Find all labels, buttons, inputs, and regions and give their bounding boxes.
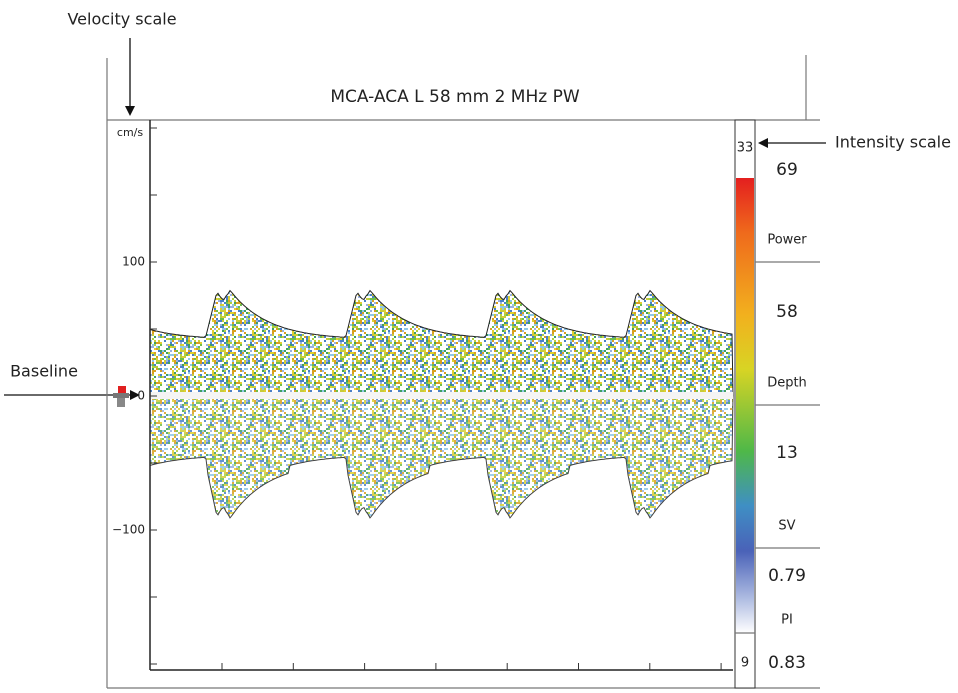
panel-value: 58 — [776, 302, 798, 322]
baseline-marker — [113, 386, 129, 407]
header-title: MCA-ACA L 58 mm 2 MHz PW — [330, 87, 579, 107]
intensity-gradient — [736, 178, 754, 633]
annotation: Baseline — [10, 362, 78, 381]
panel-value: 69 — [776, 160, 798, 180]
axis-label: −100 — [112, 523, 145, 537]
panel-value: 13 — [776, 443, 798, 463]
spectrum-positive — [149, 289, 734, 397]
spectrogram — [149, 289, 734, 519]
panel-value: 0.79 — [768, 566, 806, 586]
panel-label: Depth — [767, 376, 807, 391]
axis-label: 100 — [122, 255, 145, 269]
arrowhead — [758, 138, 768, 148]
annotation: Velocity scale — [67, 10, 176, 29]
intensity-bottom: 9 — [741, 656, 749, 671]
arrowhead — [125, 106, 135, 116]
panel-label: Power — [767, 233, 807, 248]
panel-label: PI — [781, 613, 793, 628]
intensity-top: 33 — [737, 141, 754, 156]
baseline-band — [150, 392, 733, 399]
arrowhead — [130, 390, 140, 400]
info-panel: 69 Power 58 Depth 13 SV 0.79 PI 0.83 — [767, 160, 807, 673]
annotation: Intensity scale — [835, 133, 951, 152]
panel-label: SV — [778, 519, 795, 534]
panel-value: 0.83 — [768, 653, 806, 673]
axis-unit: cm/s — [117, 126, 143, 139]
spectrum-negative — [149, 395, 734, 519]
axis-label: 0 — [137, 389, 145, 403]
ticks — [150, 127, 722, 670]
